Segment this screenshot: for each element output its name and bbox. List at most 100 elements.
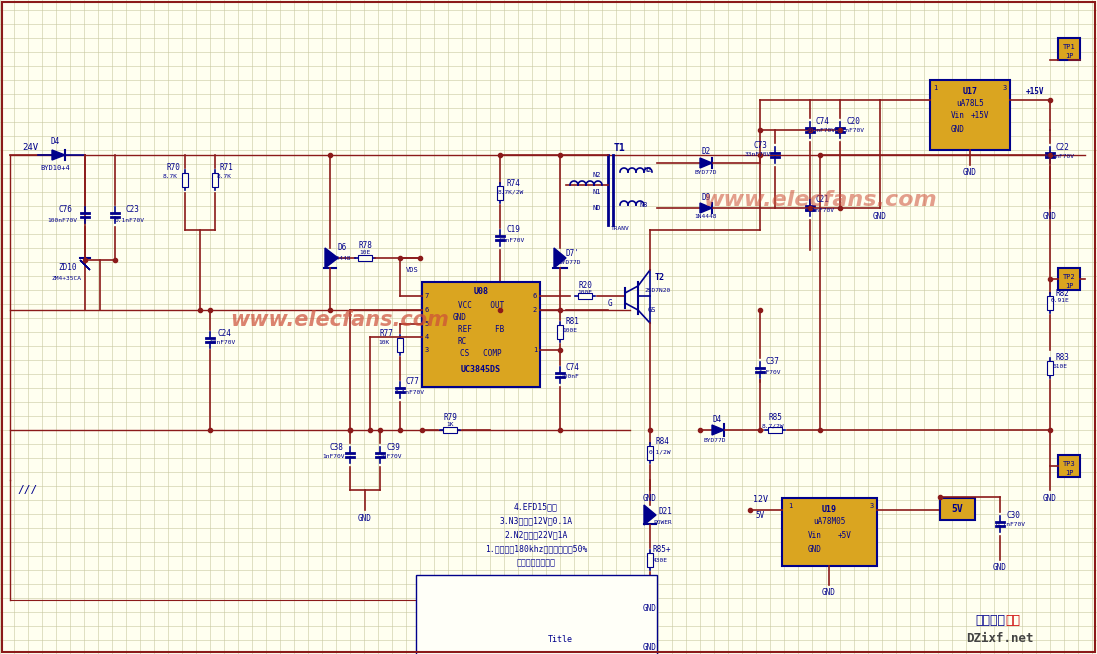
Text: C20: C20 [846,118,860,126]
Text: +5V: +5V [838,532,852,540]
Text: +15V: +15V [1026,88,1044,97]
Text: GND: GND [822,588,836,597]
Text: BYD77D: BYD77D [704,438,726,443]
Text: T1: T1 [614,143,626,153]
Text: 5: 5 [425,321,429,327]
Text: 3: 3 [870,503,874,509]
Text: uA78M05: uA78M05 [813,517,845,526]
Text: U17: U17 [962,88,977,97]
Text: uA78L5: uA78L5 [957,99,984,107]
Text: C38: C38 [329,443,343,451]
Bar [782,498,877,566]
Text: 33nF70V: 33nF70V [745,152,771,158]
Polygon shape [80,260,90,270]
Text: N2: N2 [644,167,653,173]
Text: C24: C24 [217,328,231,337]
Text: 2.N2功率：22V，1A: 2.N2功率：22V，1A [505,530,567,540]
Text: GND: GND [873,212,887,221]
Text: C22: C22 [1055,143,1068,152]
Text: 4: 4 [425,334,429,340]
Text: D9: D9 [701,192,711,201]
Text: 2: 2 [533,307,538,313]
Text: GS: GS [647,307,656,313]
Text: Vin: Vin [951,111,965,120]
Text: 2SD7N20: 2SD7N20 [645,288,671,292]
Text: CS   COMP: CS COMP [460,349,501,358]
Text: 10nF70V: 10nF70V [208,339,235,345]
Text: 1nF70V: 1nF70V [323,453,346,458]
Text: 10K: 10K [378,339,389,345]
Text: 1: 1 [533,347,538,353]
Text: POWER: POWER [654,519,672,525]
Text: 8.7K: 8.7K [162,173,178,179]
Text: 0.1nF70V: 0.1nF70V [805,207,835,213]
Text: RC: RC [457,337,466,347]
Text: 10nF70V: 10nF70V [498,237,524,243]
Bar [422,282,540,387]
Text: 3.N3功率：12V，0.1A: 3.N3功率：12V，0.1A [499,517,573,526]
Text: 1: 1 [932,85,937,91]
Text: 0.1nF70V: 0.1nF70V [996,521,1026,526]
Text: N2: N2 [592,172,601,178]
Polygon shape [700,158,712,168]
Text: TP1: TP1 [1063,44,1075,50]
Text: www.elecfans.com: www.elecfans.com [703,190,937,210]
Text: TP2: TP2 [1063,274,1075,280]
Text: C74: C74 [815,118,829,126]
Text: R81: R81 [565,317,579,326]
Text: BYD77D: BYD77D [558,260,581,266]
Text: 变压器技术规格：: 变压器技术规格： [517,559,555,568]
Text: GND: GND [358,514,372,523]
Text: T2: T2 [655,273,665,283]
Text: TRANV: TRANV [611,226,630,230]
Bar [182,173,188,187]
Text: R78: R78 [358,241,372,250]
Text: UC3845DS: UC3845DS [461,366,501,375]
Text: C23: C23 [125,205,139,215]
Bar [212,173,218,187]
Text: 0.1nF70V: 0.1nF70V [1045,154,1075,158]
Text: 社区: 社区 [1005,613,1020,627]
Bar [416,575,657,654]
Text: VDS: VDS [406,267,418,273]
Text: 8.7K: 8.7K [216,173,231,179]
Bar [940,498,975,520]
Text: Vin: Vin [808,532,822,540]
Text: 4.EFD15骨架: 4.EFD15骨架 [514,502,558,511]
Text: C37: C37 [765,358,779,366]
Text: C74: C74 [565,362,579,371]
Text: 8.7K/2W: 8.7K/2W [498,190,524,194]
Text: C21: C21 [815,196,829,205]
Text: 1nF70V: 1nF70V [380,453,403,458]
Text: R85: R85 [768,413,782,422]
Polygon shape [554,248,566,268]
Bar [497,186,504,200]
Polygon shape [325,248,338,268]
Text: 100nF: 100nF [561,373,579,379]
Text: ND: ND [592,205,601,211]
Text: BYD77D: BYD77D [694,169,717,175]
Text: D6: D6 [338,243,347,252]
Text: 0.1nF70V: 0.1nF70V [835,128,866,133]
Polygon shape [712,425,724,435]
Text: 6: 6 [533,293,538,299]
Bar [1058,38,1081,60]
Text: GND: GND [1043,212,1056,221]
Text: 5V: 5V [951,504,963,514]
Text: DZixf.net: DZixf.net [966,632,1033,644]
Text: 10E: 10E [360,250,371,256]
Text: GND: GND [643,644,657,653]
Text: R70: R70 [166,164,180,173]
Text: R74: R74 [506,179,520,188]
Text: C77: C77 [405,377,419,387]
Text: 1.开关频率180khz，最大占空比50%: 1.开关频率180khz，最大占空比50% [485,545,587,553]
Text: 1K: 1K [446,422,454,428]
Text: U08: U08 [474,288,488,296]
Text: 3: 3 [1003,85,1007,91]
Text: ZM4+35CA: ZM4+35CA [50,275,81,281]
Bar [1058,268,1081,290]
Bar [557,325,563,339]
Text: G: G [608,300,612,309]
Text: R71: R71 [219,164,233,173]
Bar [1047,296,1053,310]
